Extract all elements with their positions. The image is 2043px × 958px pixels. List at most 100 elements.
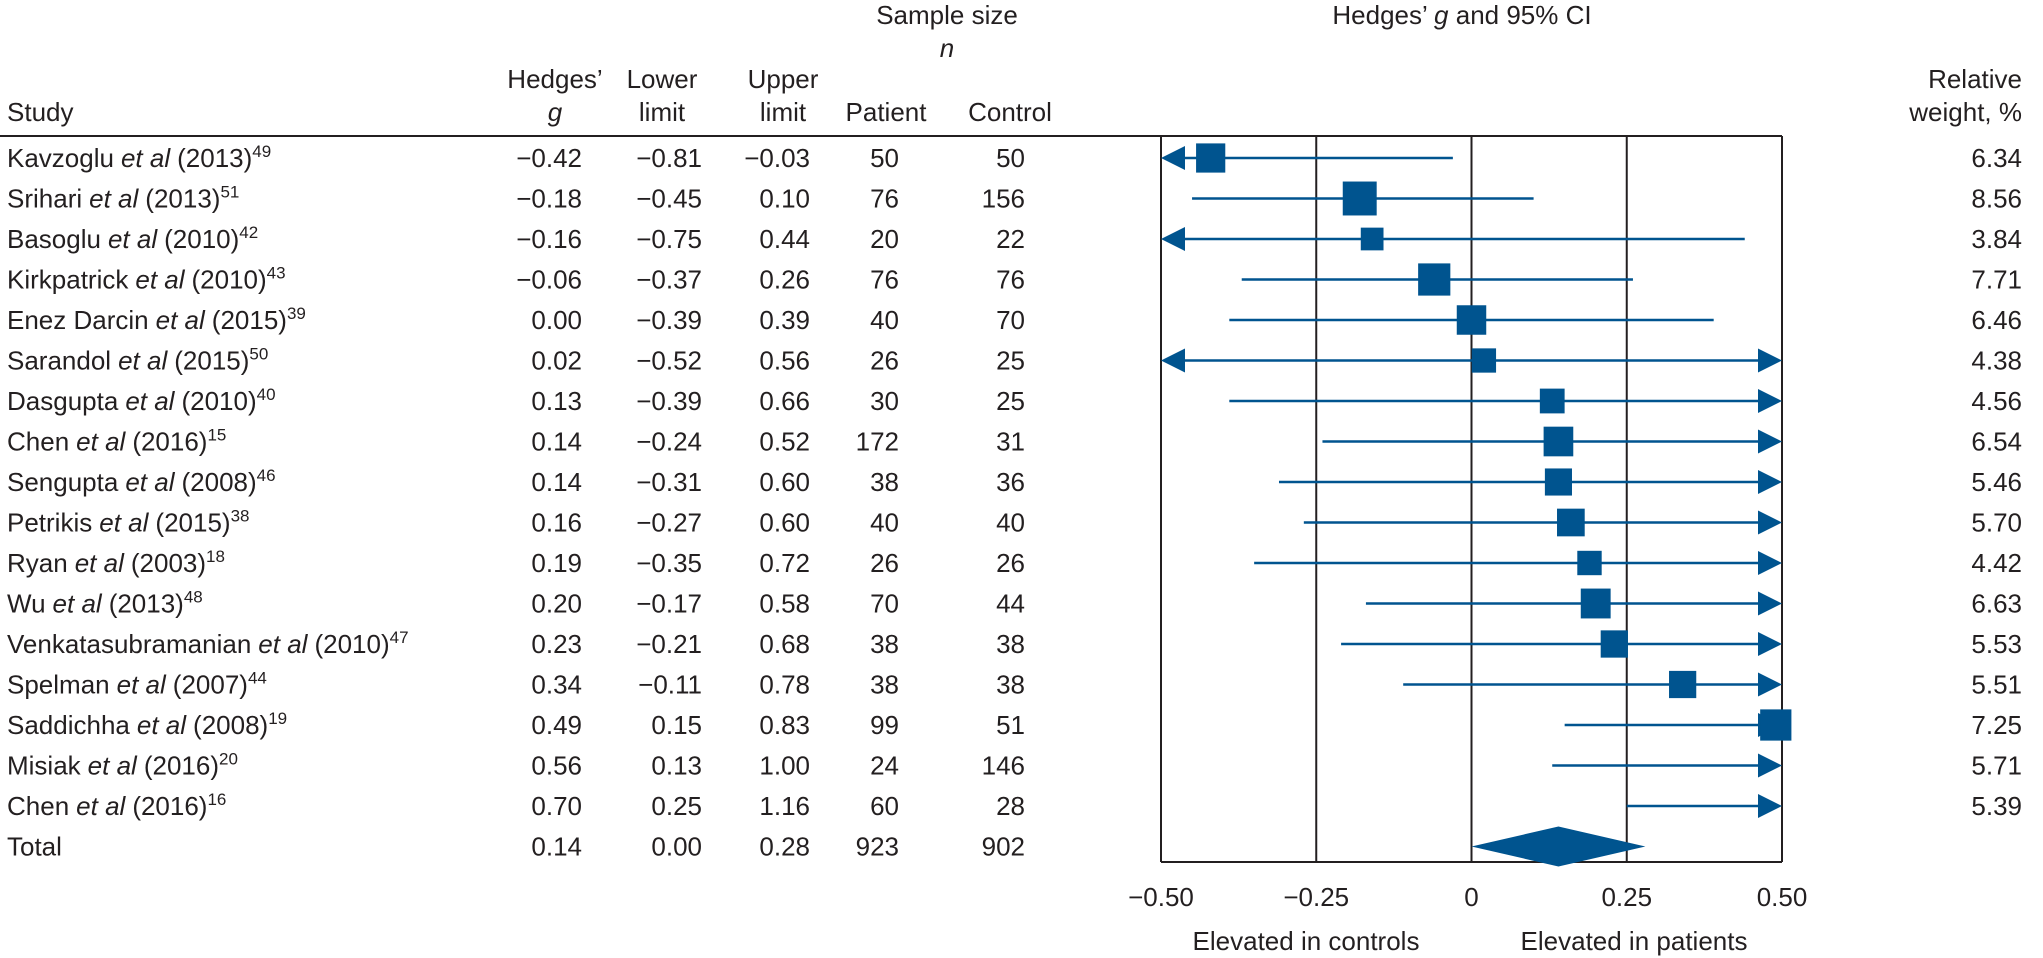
- value-cell: 0.00: [531, 305, 582, 335]
- value-cell: 0.68: [759, 629, 810, 659]
- value-cell: −0.45: [636, 184, 702, 214]
- value-cell: 0.52: [759, 427, 810, 457]
- study-ref: 49: [252, 142, 271, 161]
- column-header: limit: [639, 97, 686, 127]
- value-cell: 0.28: [759, 832, 810, 862]
- effect-square: [1539, 388, 1565, 414]
- study-ref: 19: [268, 709, 287, 728]
- study-etal: et al: [118, 346, 168, 376]
- effect-square: [1580, 588, 1611, 619]
- value-cell: 0.34: [531, 670, 582, 700]
- ci-arrow: [1758, 510, 1782, 535]
- ci-arrow: [1758, 551, 1782, 575]
- value-cell: 70: [996, 305, 1025, 335]
- study-author: Dasgupta: [7, 386, 119, 416]
- study-author: Saddichha: [7, 710, 130, 740]
- value-cell: 0.14: [531, 427, 582, 457]
- group-header: n: [940, 33, 954, 63]
- value-cell: 0.16: [531, 508, 582, 538]
- value-cell: −0.81: [636, 143, 702, 173]
- effect-square: [1544, 468, 1572, 496]
- study-author: Kavzoglu: [7, 143, 114, 173]
- value-cell: 0.56: [531, 751, 582, 781]
- column-header: Lower: [627, 64, 698, 94]
- value-cell: 0.60: [759, 467, 810, 497]
- study-label: Sarandol et al (2015)50: [7, 345, 268, 376]
- value-cell: 5.39: [1971, 791, 2022, 821]
- value-cell: 3.84: [1971, 224, 2022, 254]
- study-label: Venkatasubramanian et al (2010)47: [7, 628, 409, 659]
- study-ref: 20: [219, 750, 238, 769]
- study-year: (2013): [145, 184, 220, 214]
- value-cell: 99: [870, 710, 899, 740]
- study-ref: 46: [257, 466, 276, 485]
- study-year: (2010): [181, 386, 256, 416]
- study-author: Basoglu: [7, 224, 101, 254]
- study-ref: 44: [248, 669, 267, 688]
- value-cell: 0.25: [651, 791, 702, 821]
- study-ref: 18: [206, 547, 225, 566]
- study-author: Chen: [7, 791, 69, 821]
- value-cell: 5.70: [1971, 508, 2022, 538]
- value-cell: 0.70: [531, 791, 582, 821]
- effect-square: [1577, 550, 1602, 576]
- x-tick-label: −0.25: [1283, 882, 1349, 912]
- effect-square: [1196, 143, 1226, 173]
- value-cell: −0.37: [636, 265, 702, 295]
- study-ref: 39: [287, 304, 306, 323]
- value-cell: 40: [870, 305, 899, 335]
- value-cell: 0.19: [531, 548, 582, 578]
- ci-arrow: [1758, 753, 1782, 778]
- study-etal: et al: [117, 670, 167, 700]
- value-cell: −0.35: [636, 548, 702, 578]
- study-year: (2016): [132, 427, 207, 457]
- value-cell: 8.56: [1971, 184, 2022, 214]
- value-cell: 40: [870, 508, 899, 538]
- value-cell: 146: [982, 751, 1025, 781]
- value-cell: 70: [870, 589, 899, 619]
- value-cell: 0.14: [531, 832, 582, 862]
- study-etal: et al: [156, 305, 206, 335]
- study-label: Dasgupta et al (2010)40: [7, 385, 276, 416]
- value-cell: 38: [996, 670, 1025, 700]
- effect-square: [1471, 348, 1497, 373]
- study-label: Enez Darcin et al (2015)39: [7, 304, 306, 335]
- effect-square: [1456, 305, 1487, 335]
- value-cell: 26: [870, 548, 899, 578]
- column-header: Control: [968, 97, 1052, 127]
- value-cell: 25: [996, 386, 1025, 416]
- ci-arrow: [1758, 591, 1782, 616]
- value-cell: 4.56: [1971, 386, 2022, 416]
- value-cell: 7.71: [1971, 265, 2022, 295]
- ci-arrow: [1161, 146, 1185, 170]
- study-author: Sarandol: [7, 346, 111, 376]
- ci-arrow: [1758, 429, 1782, 454]
- value-cell: 172: [856, 427, 899, 457]
- value-cell: −0.11: [638, 670, 702, 700]
- value-cell: 76: [870, 265, 899, 295]
- x-tick-label: 0: [1464, 882, 1478, 912]
- study-label: Petrikis et al (2015)38: [7, 507, 249, 538]
- value-cell: 1.00: [759, 751, 810, 781]
- x-annotation: Elevated in patients: [1521, 926, 1748, 956]
- effect-square: [1360, 227, 1384, 251]
- value-cell: 38: [870, 467, 899, 497]
- study-etal: et al: [258, 629, 308, 659]
- x-tick-label: 0.50: [1757, 882, 1808, 912]
- column-header: Patient: [846, 97, 928, 127]
- value-cell: 0.13: [531, 386, 582, 416]
- value-cell: 5.51: [1971, 670, 2022, 700]
- value-cell: 6.63: [1971, 589, 2022, 619]
- study-year: (2013): [109, 589, 184, 619]
- value-cell: 0.39: [759, 305, 810, 335]
- study-author: Wu: [7, 589, 46, 619]
- value-cell: 6.46: [1971, 305, 2022, 335]
- study-year: (2010): [192, 265, 267, 295]
- effect-square: [1342, 181, 1377, 216]
- value-cell: 0.14: [531, 467, 582, 497]
- study-author: Srihari: [7, 184, 82, 214]
- value-cell: −0.03: [744, 143, 810, 173]
- study-year: (2015): [155, 508, 230, 538]
- study-etal: et al: [135, 265, 185, 295]
- study-year: (2008): [193, 710, 268, 740]
